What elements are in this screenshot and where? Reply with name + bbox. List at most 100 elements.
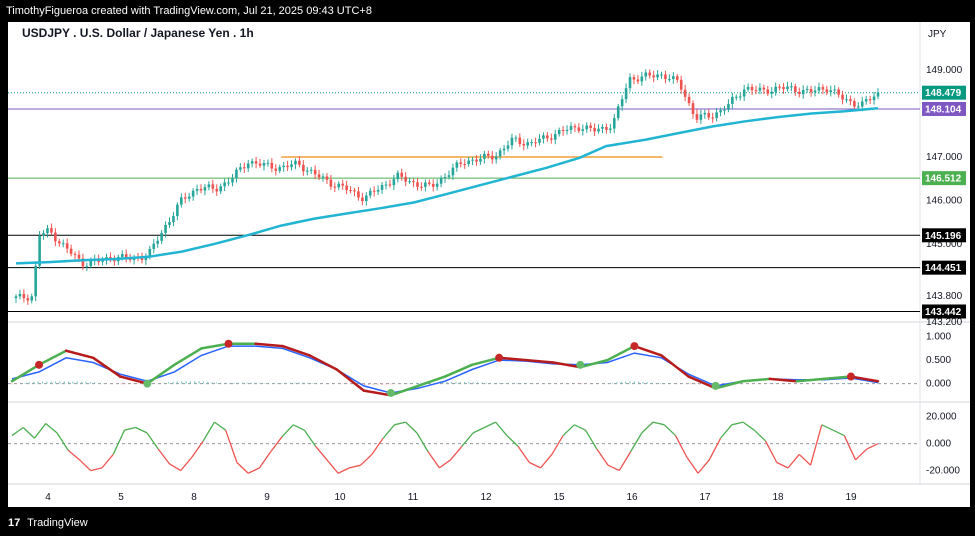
time-tick-label: 10 (334, 492, 346, 503)
candle-body (459, 162, 463, 164)
sentiment-segment (630, 432, 643, 453)
sentiment-segment (169, 463, 182, 472)
candle-body (632, 77, 636, 80)
candle-body (231, 178, 234, 183)
sentiment-segment (607, 464, 620, 472)
sentiment-segment (416, 432, 429, 453)
momentum-fast-segment (524, 358, 555, 364)
momentum-cross-dot (576, 360, 585, 369)
candle-body (152, 243, 156, 249)
candle-body (400, 172, 404, 177)
chart-area[interactable]: 149.000 147.000 146.000 145.000 143.800 143.2… (8, 22, 970, 507)
candle-body (380, 184, 384, 190)
candle-body (262, 162, 266, 166)
candle-body (742, 89, 746, 97)
sentiment-segment (180, 456, 193, 471)
level-badge (922, 304, 966, 319)
candle-body (644, 72, 648, 77)
candle-body (223, 182, 226, 187)
level-badge (922, 171, 966, 186)
candle-body (573, 126, 577, 128)
sentiment-segment (855, 448, 868, 461)
sentiment-segment (427, 451, 440, 469)
candle-body (683, 89, 687, 97)
candle-body (345, 185, 348, 191)
candle-body (455, 162, 459, 168)
momentum-fast-segment (416, 375, 447, 388)
candle-body (384, 184, 388, 186)
sentiment-segment (337, 467, 350, 474)
candle-body (829, 90, 833, 93)
momentum-fast-segment (714, 379, 744, 390)
momentum-fast-segment (200, 342, 230, 350)
momentum-fast-segment (606, 344, 636, 362)
momentum-signal-line (11, 345, 879, 394)
price-panel (8, 69, 920, 312)
sentiment-segment (618, 451, 632, 471)
time-tick-label: 12 (480, 492, 492, 503)
candle-body (30, 296, 34, 301)
candle-body (361, 197, 364, 202)
momentum-fast-segment (146, 363, 176, 385)
time-tick-label: 4 (45, 492, 51, 503)
candle-body (81, 258, 85, 267)
time-tick-label: 9 (264, 492, 270, 503)
momentum-tick-label: 1.000 (926, 332, 951, 343)
candle-body (664, 74, 667, 80)
candle-body (187, 196, 191, 199)
candle-body (841, 94, 844, 100)
candle-body (502, 148, 506, 151)
sentiment-segment (303, 429, 317, 447)
candle-body (38, 235, 41, 266)
candle-body (597, 128, 600, 132)
candle-body (203, 187, 207, 191)
candle-body (636, 79, 640, 82)
sentiment-segment (349, 464, 361, 469)
candle-body (490, 155, 494, 160)
candle-body (557, 129, 561, 135)
candle-body (794, 86, 797, 92)
sentiment-segment (101, 454, 114, 469)
candle-body (14, 296, 18, 299)
sentiment-segment (214, 421, 227, 431)
momentum-cross-dot (711, 381, 720, 390)
candle-body (18, 293, 22, 297)
candle-body (561, 129, 565, 132)
level-badge-label: 145.196 (925, 231, 962, 242)
price-axis: 149.000 147.000 146.000 145.000 143.800 143.2… (922, 65, 966, 477)
sentiment-segment (405, 421, 418, 434)
time-tick-label: 16 (626, 492, 638, 503)
candle-body (463, 163, 467, 165)
attribution-text: TimothyFigueroa created with TradingView… (6, 5, 372, 17)
candle-body (337, 183, 341, 188)
candle-body (156, 240, 159, 244)
momentum-fast-segment (119, 375, 149, 385)
candle-body (825, 89, 829, 93)
attribution-bar: TimothyFigueroa created with TradingView… (0, 0, 975, 22)
sentiment-segment (821, 424, 834, 431)
candle-body (235, 169, 238, 179)
candle-body (609, 128, 612, 130)
candle-body (286, 165, 289, 168)
momentum-cross-dot (224, 339, 233, 348)
candle-body (735, 96, 738, 98)
sentiment-segment (79, 459, 92, 472)
momentum-fast-segment (552, 361, 582, 369)
candle-body (581, 129, 585, 131)
candle-body (120, 254, 124, 257)
candle-body (353, 190, 356, 192)
momentum-tick-label: 0.500 (926, 355, 951, 366)
momentum-cross-dot (630, 342, 639, 351)
momentum-fast-segment (822, 375, 853, 381)
candle-body (553, 134, 557, 140)
sentiment-segment (11, 426, 24, 437)
sentiment-segment (764, 440, 778, 463)
candle-body (258, 163, 262, 166)
candle-body (313, 169, 317, 175)
candle-body (475, 159, 478, 162)
candle-body (219, 186, 222, 192)
chart-svg[interactable]: 149.000 147.000 146.000 145.000 143.800 143.2… (8, 22, 970, 507)
candle-body (34, 265, 37, 297)
candle-body (333, 186, 337, 188)
candle-body (514, 137, 518, 139)
